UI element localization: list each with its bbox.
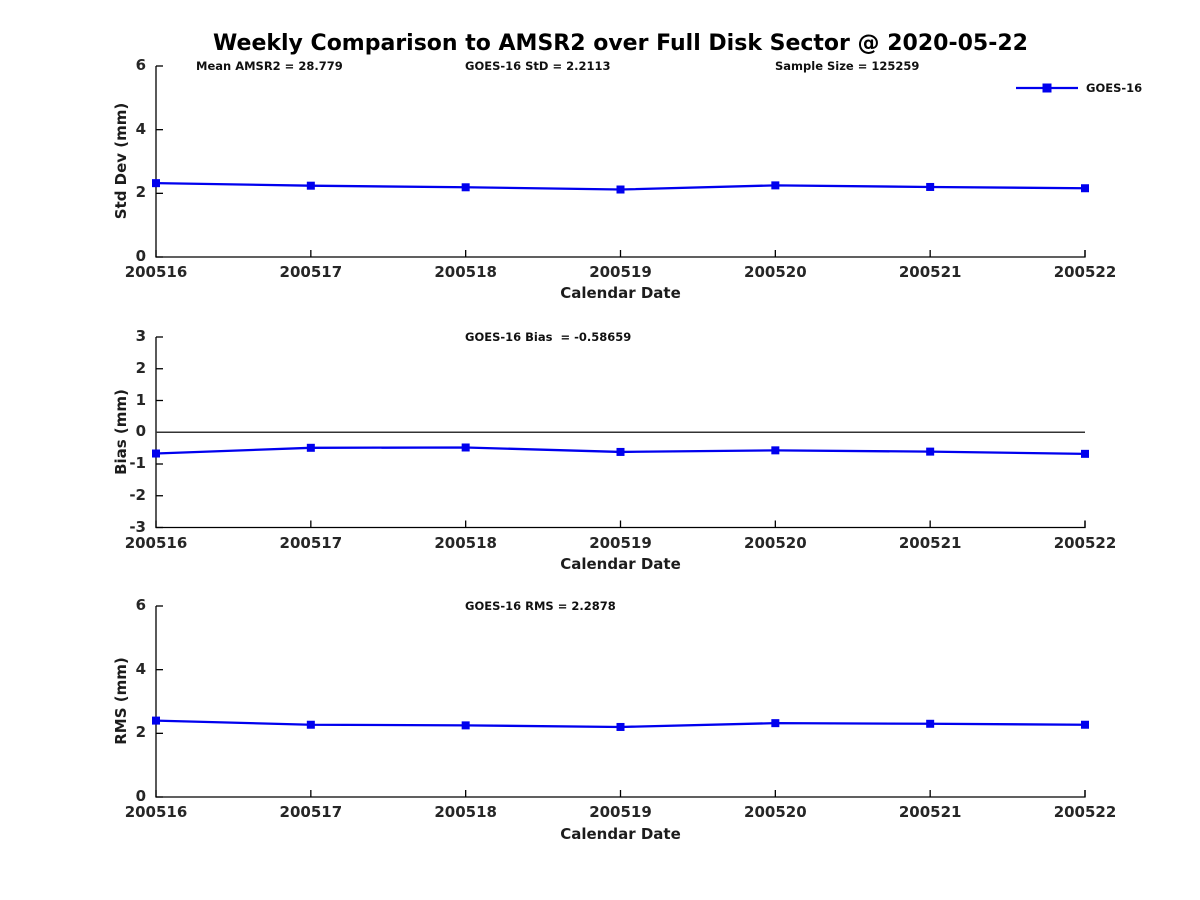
y-tick-label: 4 bbox=[135, 659, 146, 678]
goes16-marker bbox=[771, 446, 780, 455]
x-tick-label: 200520 bbox=[744, 263, 807, 281]
goes16-marker bbox=[306, 443, 315, 452]
xlabel-calendar-date-2: Calendar Date bbox=[560, 555, 681, 573]
x-tick-label: 200522 bbox=[1053, 803, 1117, 821]
goes16-marker bbox=[461, 443, 470, 452]
goes16-marker bbox=[616, 185, 625, 194]
y-tick-label: 6 bbox=[135, 56, 146, 74]
y-tick-label: 0 bbox=[135, 422, 146, 441]
goes16-marker bbox=[1081, 720, 1089, 729]
x-tick-label: 200521 bbox=[898, 533, 962, 552]
goes16-marker bbox=[152, 716, 160, 725]
x-tick-label: 200519 bbox=[589, 533, 652, 552]
y-tick-label: 4 bbox=[135, 119, 146, 138]
x-tick-label: 200516 bbox=[124, 533, 188, 552]
x-tick-label: 200518 bbox=[434, 533, 497, 552]
x-tick-label: 200520 bbox=[744, 803, 807, 821]
goes16-marker bbox=[1081, 184, 1089, 193]
annotation-goes16-rms: GOES-16 RMS = 2.2878 bbox=[465, 599, 616, 613]
legend-marker bbox=[1042, 83, 1052, 93]
y-tick-label: 0 bbox=[135, 247, 146, 265]
goes16-marker bbox=[306, 720, 315, 729]
y-tick-label: 2 bbox=[135, 723, 146, 742]
y-tick-label: -1 bbox=[129, 454, 146, 472]
y-tick-label: 2 bbox=[135, 183, 146, 202]
x-tick-label: 200516 bbox=[124, 263, 188, 281]
axis-spine bbox=[155, 66, 1086, 258]
goes16-marker bbox=[152, 179, 160, 188]
annotation-sample-size: Sample Size = 125259 bbox=[775, 59, 920, 73]
y-tick-label: 0 bbox=[135, 787, 146, 805]
x-tick-label: 200521 bbox=[898, 803, 962, 821]
annotation-mean-amsr2: Mean AMSR2 = 28.779 bbox=[196, 59, 343, 73]
goes16-marker bbox=[771, 719, 780, 728]
x-tick-label: 200519 bbox=[589, 263, 652, 281]
x-tick-label: 200522 bbox=[1053, 533, 1117, 552]
y-tick-label: 3 bbox=[135, 327, 146, 345]
x-tick-label: 200520 bbox=[744, 533, 807, 552]
goes16-marker bbox=[926, 182, 935, 191]
legend-label: GOES-16 bbox=[1086, 81, 1143, 95]
y-tick-label: 2 bbox=[135, 358, 146, 377]
goes16-marker bbox=[616, 722, 625, 731]
annotation-goes16-bias: GOES-16 Bias = -0.58659 bbox=[465, 330, 632, 344]
y-tick-label: 6 bbox=[135, 596, 146, 614]
x-tick-label: 200519 bbox=[589, 803, 652, 821]
goes16-marker bbox=[616, 447, 625, 456]
xlabel-calendar-date-1: Calendar Date bbox=[560, 284, 681, 302]
x-tick-label: 200517 bbox=[279, 263, 343, 281]
x-tick-label: 200518 bbox=[434, 803, 497, 821]
y-tick-label: -2 bbox=[129, 485, 146, 504]
goes16-marker bbox=[926, 447, 935, 456]
x-tick-label: 200522 bbox=[1053, 263, 1117, 281]
y-tick-label: 1 bbox=[135, 390, 146, 409]
goes16-marker bbox=[461, 721, 470, 730]
x-tick-label: 200521 bbox=[898, 263, 962, 281]
axis-spine bbox=[155, 606, 1086, 798]
goes16-marker bbox=[771, 181, 780, 190]
goes16-marker bbox=[1081, 449, 1089, 458]
x-tick-label: 200516 bbox=[124, 803, 188, 821]
x-tick-label: 200517 bbox=[279, 533, 343, 552]
x-tick-label: 200518 bbox=[434, 263, 497, 281]
x-tick-label: 200517 bbox=[279, 803, 343, 821]
figure-title: Weekly Comparison to AMSR2 over Full Dis… bbox=[213, 31, 1028, 56]
goes16-marker bbox=[461, 183, 470, 192]
goes16-marker bbox=[306, 181, 315, 190]
goes16-marker bbox=[152, 449, 160, 458]
y-tick-label: -3 bbox=[129, 517, 146, 536]
annotation-goes16-std: GOES-16 StD = 2.2113 bbox=[465, 59, 611, 73]
xlabel-calendar-date-3: Calendar Date bbox=[560, 825, 681, 843]
goes16-marker bbox=[926, 719, 935, 728]
